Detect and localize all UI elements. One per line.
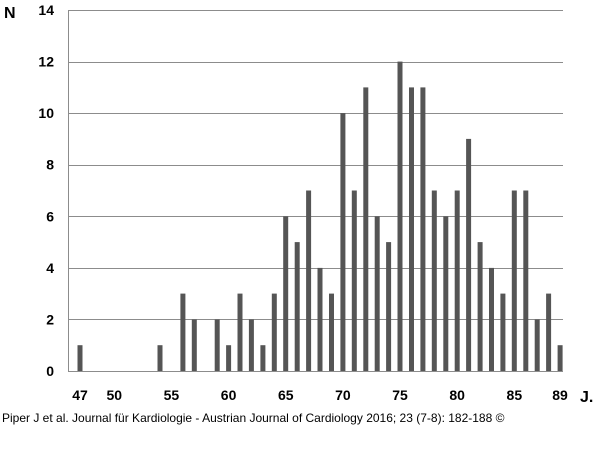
bar-59	[214, 319, 220, 371]
bar-77	[420, 87, 426, 372]
x-tick-labels: 47 50 55 60 65 70 75 80 85 89	[72, 387, 568, 403]
x-tick-label: 70	[335, 387, 351, 403]
bar-87	[534, 319, 540, 371]
source-caption: Piper J et al. Journal für Kardiologie -…	[2, 411, 505, 425]
bar-70	[340, 113, 346, 371]
bar-54	[157, 345, 163, 371]
x-tick-label: 47	[72, 387, 88, 403]
bar-72	[363, 87, 369, 372]
bar-86	[523, 190, 529, 371]
bar-85	[511, 190, 517, 371]
bars	[77, 61, 563, 372]
y-tick-label: 4	[46, 260, 54, 276]
y-tick-label: 0	[46, 363, 54, 379]
bar-60	[226, 345, 232, 371]
bar-57	[191, 319, 197, 371]
bar-61	[237, 293, 243, 371]
y-tick-label: 8	[46, 157, 54, 173]
histogram-chart: 0 2 4 6 8 10 12 14 47 50 55 60 65 70 75 80 85 89 N J.	[4, 2, 593, 406]
x-axis-label: J.	[580, 389, 593, 406]
bar-47	[77, 345, 83, 371]
bar-66	[294, 242, 300, 371]
y-tick-labels: 0 2 4 6 8 10 12 14	[38, 2, 54, 379]
x-tick-label: 60	[221, 387, 237, 403]
x-tick-label: 75	[392, 387, 408, 403]
bar-89	[557, 345, 563, 371]
bar-68	[317, 267, 323, 371]
bar-73	[374, 216, 380, 371]
y-tick-label: 6	[46, 208, 54, 224]
y-tick-label: 2	[46, 311, 54, 327]
x-tick-label: 55	[164, 387, 180, 403]
bar-63	[260, 345, 266, 371]
x-tick-label: 85	[507, 387, 523, 403]
bar-65	[283, 216, 289, 371]
x-tick-label: 65	[278, 387, 294, 403]
bar-67	[306, 190, 312, 371]
bar-82	[477, 242, 483, 371]
bar-74	[386, 242, 392, 371]
y-tick-label: 14	[38, 2, 54, 18]
bar-69	[329, 293, 334, 371]
bar-80	[454, 190, 460, 371]
bar-83	[489, 267, 494, 371]
x-tick-label: 89	[552, 387, 568, 403]
x-tick-label: 80	[449, 387, 465, 403]
bar-71	[351, 190, 357, 371]
bar-78	[431, 190, 437, 371]
y-axis-label: N	[4, 5, 16, 22]
grid-lines	[68, 10, 563, 320]
bar-84	[500, 293, 506, 371]
y-tick-label: 12	[38, 54, 54, 70]
bar-62	[248, 319, 254, 371]
bar-64	[271, 293, 277, 371]
bar-79	[443, 216, 449, 371]
bar-76	[409, 87, 414, 372]
bar-56	[180, 293, 186, 371]
x-tick-label: 50	[107, 387, 123, 403]
axes	[68, 10, 563, 372]
bar-75	[397, 61, 403, 371]
bar-88	[546, 293, 552, 371]
bar-81	[466, 138, 472, 371]
y-tick-label: 10	[38, 105, 54, 121]
